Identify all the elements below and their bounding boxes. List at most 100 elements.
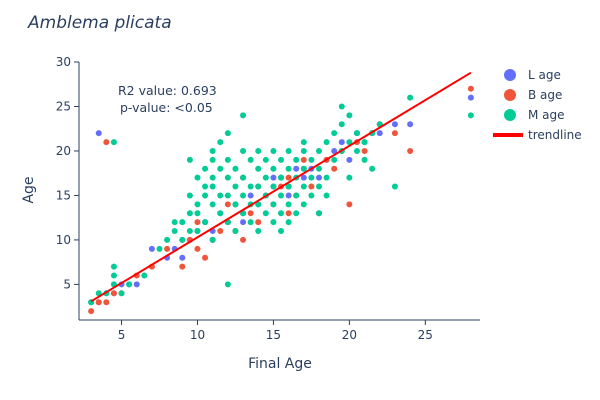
legend-label-b-age[interactable]: B age bbox=[528, 88, 562, 102]
point-m-age[interactable] bbox=[315, 183, 322, 190]
point-m-age[interactable] bbox=[232, 201, 239, 208]
point-m-age[interactable] bbox=[240, 147, 247, 154]
point-m-age[interactable] bbox=[391, 183, 398, 190]
point-l-age[interactable] bbox=[376, 130, 383, 137]
point-l-age[interactable] bbox=[346, 156, 353, 163]
legend[interactable]: L age B age M age trendline bbox=[493, 68, 582, 142]
point-m-age[interactable] bbox=[202, 219, 209, 226]
point-b-age[interactable] bbox=[331, 165, 338, 172]
point-m-age[interactable] bbox=[278, 210, 285, 217]
point-b-age[interactable] bbox=[467, 85, 474, 92]
point-m-age[interactable] bbox=[209, 183, 216, 190]
legend-label-m-age[interactable]: M age bbox=[528, 108, 565, 122]
point-m-age[interactable] bbox=[209, 156, 216, 163]
point-l-age[interactable] bbox=[270, 174, 277, 181]
point-m-age[interactable] bbox=[353, 147, 360, 154]
point-m-age[interactable] bbox=[300, 147, 307, 154]
point-m-age[interactable] bbox=[270, 165, 277, 172]
point-m-age[interactable] bbox=[118, 290, 125, 297]
point-m-age[interactable] bbox=[308, 156, 315, 163]
point-m-age[interactable] bbox=[202, 192, 209, 199]
point-m-age[interactable] bbox=[323, 174, 330, 181]
point-b-age[interactable] bbox=[346, 201, 353, 208]
point-m-age[interactable] bbox=[300, 165, 307, 172]
point-m-age[interactable] bbox=[224, 174, 231, 181]
point-l-age[interactable] bbox=[148, 245, 155, 252]
point-m-age[interactable] bbox=[255, 165, 262, 172]
point-m-age[interactable] bbox=[164, 236, 171, 243]
point-m-age[interactable] bbox=[141, 272, 148, 279]
point-m-age[interactable] bbox=[217, 139, 224, 146]
point-m-age[interactable] bbox=[186, 156, 193, 163]
point-m-age[interactable] bbox=[224, 192, 231, 199]
point-m-age[interactable] bbox=[247, 156, 254, 163]
point-m-age[interactable] bbox=[255, 228, 262, 235]
point-l-age[interactable] bbox=[247, 192, 254, 199]
point-m-age[interactable] bbox=[240, 112, 247, 119]
point-m-age[interactable] bbox=[353, 130, 360, 137]
point-m-age[interactable] bbox=[278, 192, 285, 199]
point-m-age[interactable] bbox=[323, 192, 330, 199]
point-m-age[interactable] bbox=[194, 210, 201, 217]
point-m-age[interactable] bbox=[179, 219, 186, 226]
point-l-age[interactable] bbox=[331, 147, 338, 154]
point-m-age[interactable] bbox=[202, 183, 209, 190]
trendline[interactable] bbox=[90, 71, 472, 303]
point-m-age[interactable] bbox=[293, 210, 300, 217]
point-m-age[interactable] bbox=[270, 147, 277, 154]
point-m-age[interactable] bbox=[255, 201, 262, 208]
point-m-age[interactable] bbox=[110, 272, 117, 279]
point-m-age[interactable] bbox=[194, 174, 201, 181]
point-b-age[interactable] bbox=[95, 299, 102, 306]
point-m-age[interactable] bbox=[186, 210, 193, 217]
point-m-age[interactable] bbox=[194, 201, 201, 208]
point-b-age[interactable] bbox=[285, 174, 292, 181]
legend-marker-b-age[interactable] bbox=[504, 89, 516, 101]
point-m-age[interactable] bbox=[194, 228, 201, 235]
point-m-age[interactable] bbox=[315, 147, 322, 154]
point-m-age[interactable] bbox=[262, 156, 269, 163]
point-m-age[interactable] bbox=[232, 183, 239, 190]
point-m-age[interactable] bbox=[300, 139, 307, 146]
point-b-age[interactable] bbox=[285, 210, 292, 217]
point-m-age[interactable] bbox=[285, 147, 292, 154]
point-m-age[interactable] bbox=[407, 94, 414, 101]
point-b-age[interactable] bbox=[217, 228, 224, 235]
point-m-age[interactable] bbox=[232, 228, 239, 235]
point-m-age[interactable] bbox=[467, 112, 474, 119]
point-l-age[interactable] bbox=[391, 121, 398, 128]
point-b-age[interactable] bbox=[255, 219, 262, 226]
point-l-age[interactable] bbox=[315, 174, 322, 181]
point-m-age[interactable] bbox=[110, 263, 117, 270]
point-b-age[interactable] bbox=[247, 210, 254, 217]
point-m-age[interactable] bbox=[240, 174, 247, 181]
point-m-age[interactable] bbox=[361, 156, 368, 163]
point-b-age[interactable] bbox=[164, 245, 171, 252]
point-l-age[interactable] bbox=[95, 130, 102, 137]
point-m-age[interactable] bbox=[285, 165, 292, 172]
point-m-age[interactable] bbox=[262, 210, 269, 217]
point-m-age[interactable] bbox=[315, 210, 322, 217]
point-m-age[interactable] bbox=[270, 201, 277, 208]
point-m-age[interactable] bbox=[308, 174, 315, 181]
point-l-age[interactable] bbox=[133, 281, 140, 288]
point-m-age[interactable] bbox=[323, 139, 330, 146]
point-l-age[interactable] bbox=[338, 139, 345, 146]
point-b-age[interactable] bbox=[407, 147, 414, 154]
point-m-age[interactable] bbox=[338, 103, 345, 110]
point-m-age[interactable] bbox=[179, 236, 186, 243]
point-m-age[interactable] bbox=[346, 174, 353, 181]
point-m-age[interactable] bbox=[331, 156, 338, 163]
point-m-age[interactable] bbox=[346, 112, 353, 119]
point-m-age[interactable] bbox=[209, 236, 216, 243]
point-b-age[interactable] bbox=[103, 139, 110, 146]
point-m-age[interactable] bbox=[315, 165, 322, 172]
point-m-age[interactable] bbox=[285, 201, 292, 208]
point-m-age[interactable] bbox=[209, 147, 216, 154]
point-m-age[interactable] bbox=[338, 121, 345, 128]
point-m-age[interactable] bbox=[240, 192, 247, 199]
point-m-age[interactable] bbox=[300, 201, 307, 208]
legend-marker-l-age[interactable] bbox=[504, 69, 516, 81]
point-l-age[interactable] bbox=[467, 94, 474, 101]
point-m-age[interactable] bbox=[285, 183, 292, 190]
